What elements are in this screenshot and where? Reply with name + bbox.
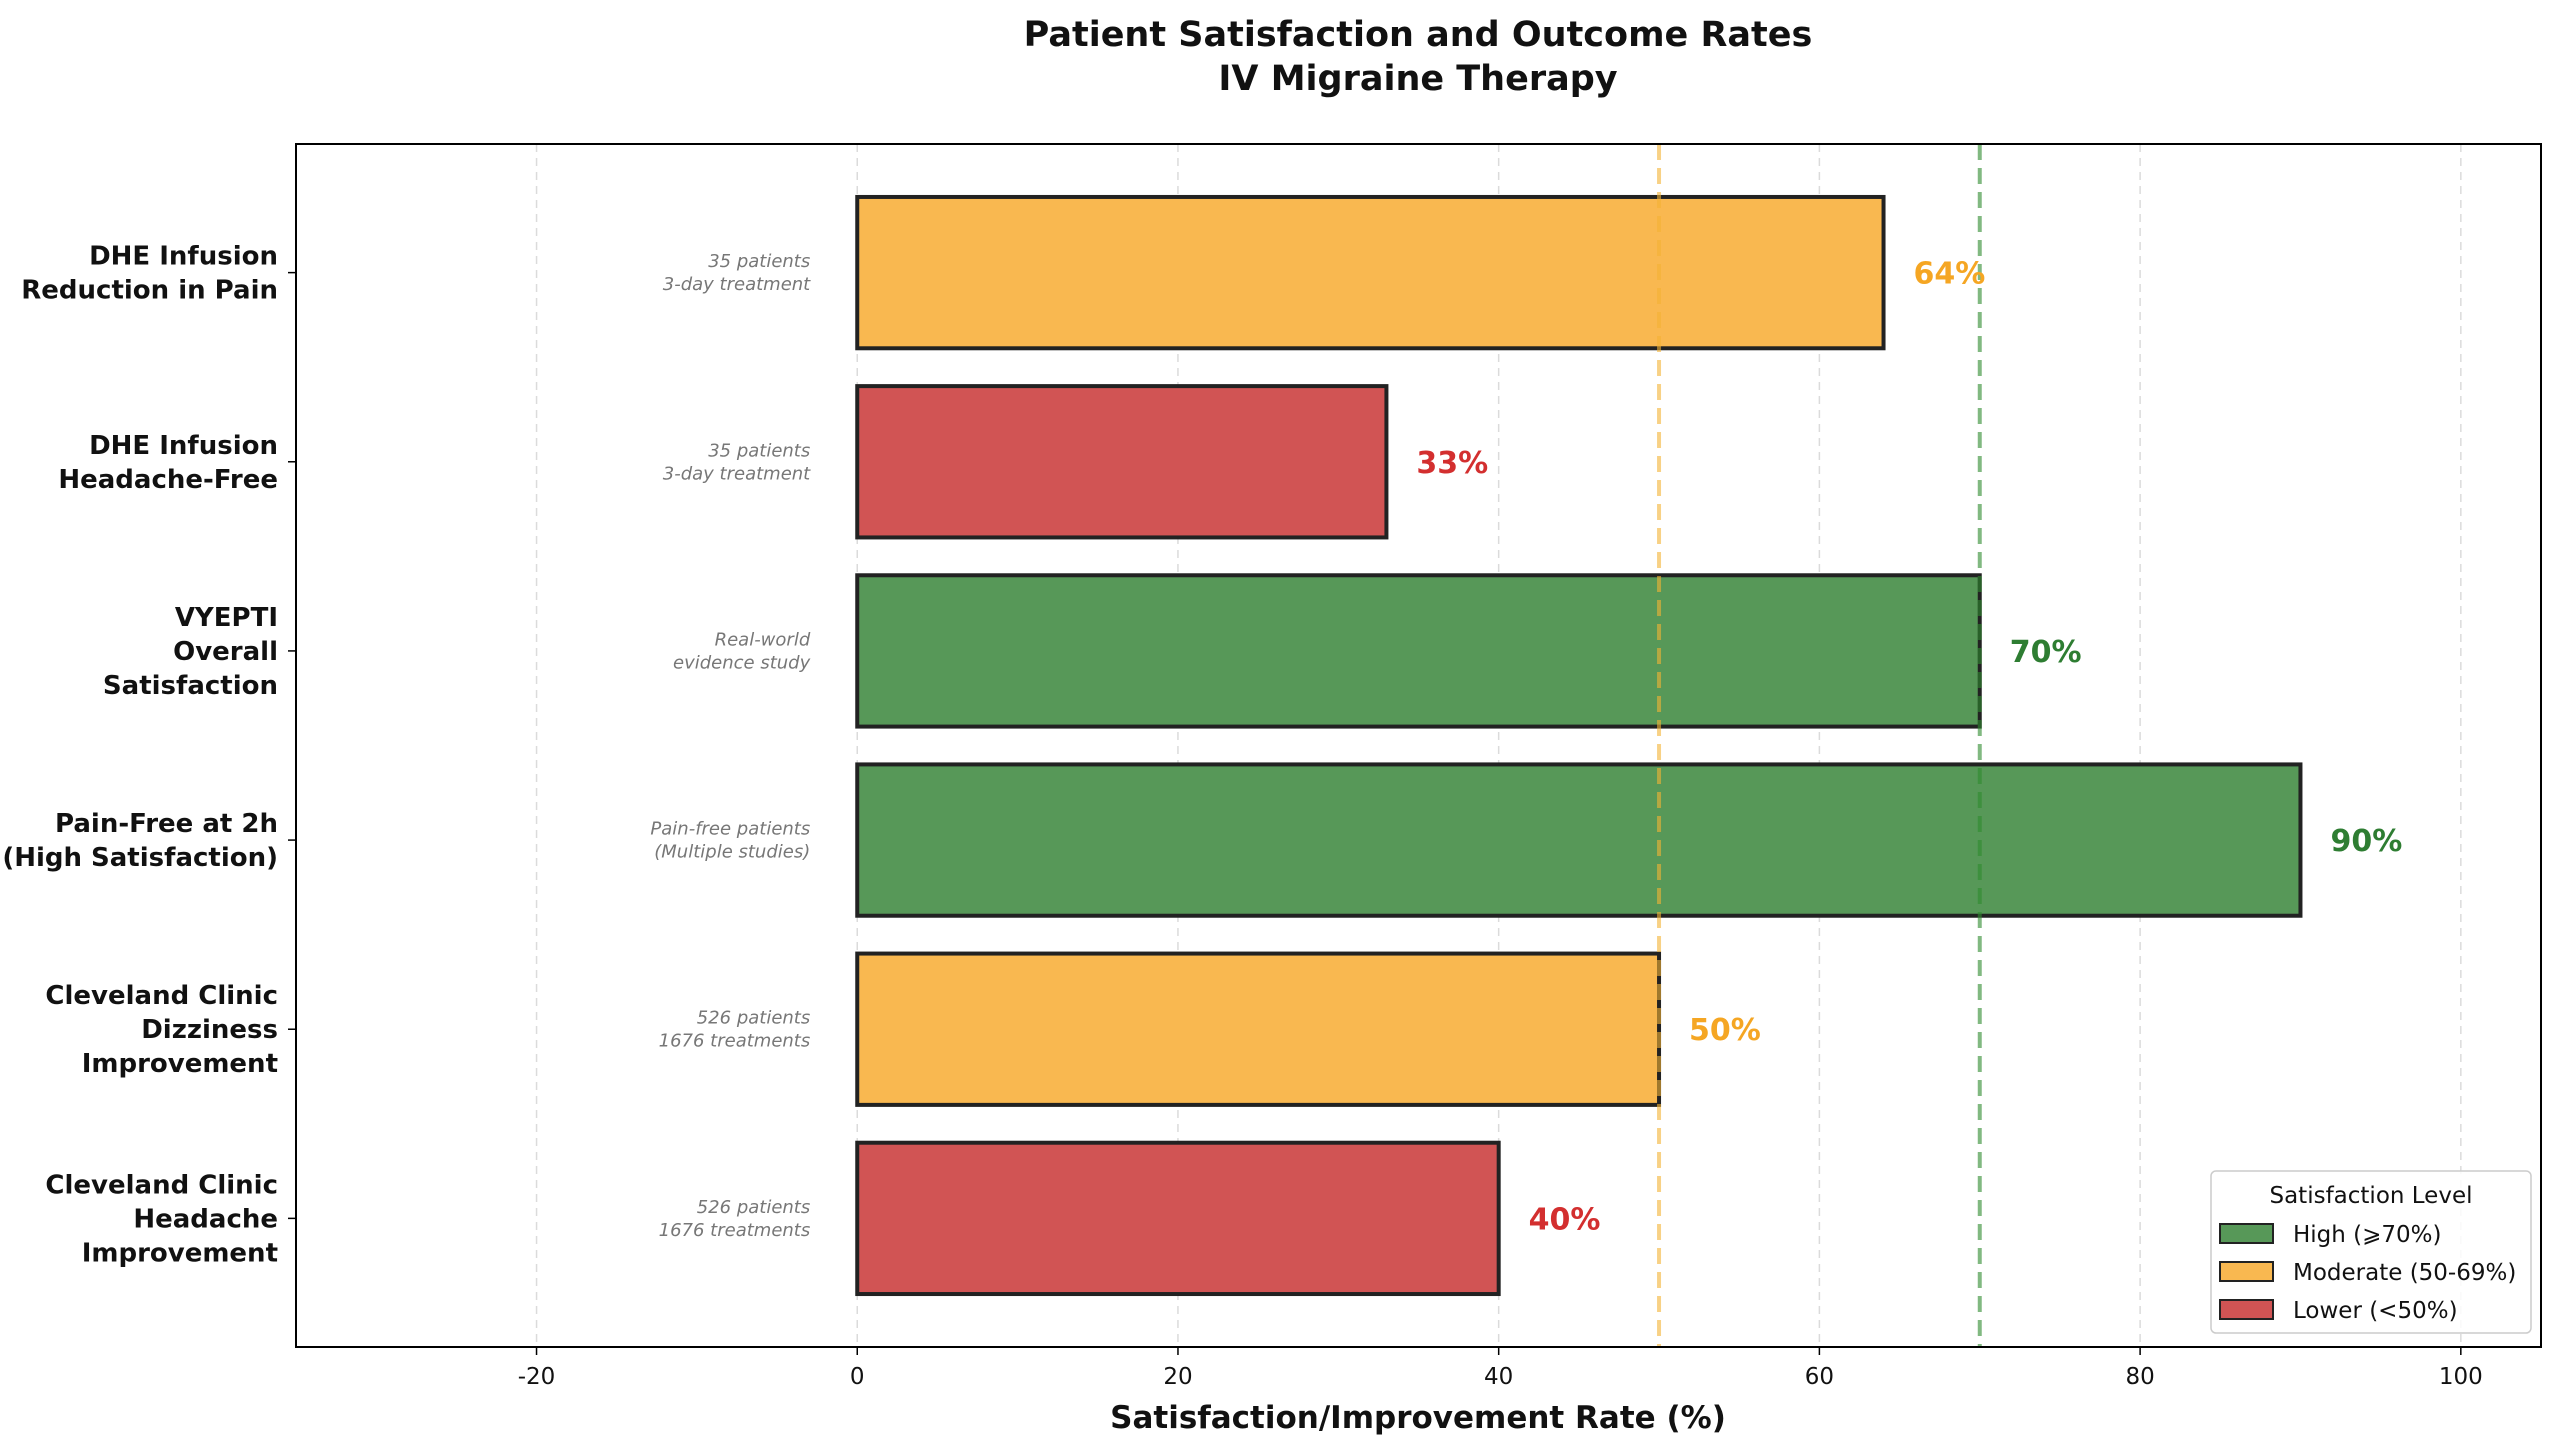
legend-label: Lower (<50%) (2293, 1298, 2458, 1324)
bar (855, 1140, 1501, 1297)
legend-swatch (2219, 1261, 2274, 1282)
bar (855, 762, 2303, 918)
y-tick-label: DHE Infusion Headache-Free (58, 431, 278, 495)
x-axis: -20 0 20 40 60 80 100 (518, 1347, 2483, 1390)
x-axis-label: Satisfaction/Improvement Rate (%) (1110, 1400, 1726, 1436)
bar (855, 194, 1886, 351)
bar-annotation: 526 patients 1676 treatments (659, 1197, 811, 1241)
bar-annotation: Real-world evidence study (673, 629, 811, 673)
legend-box (2210, 1170, 2532, 1334)
y-axis: DHE Infusion Reduction in Pain DHE Infusio… (2, 242, 296, 1268)
value-label: 33% (1416, 446, 1488, 481)
reference-lines (1657, 144, 1982, 1347)
legend-swatch (2219, 1223, 2274, 1244)
bar (855, 573, 1982, 729)
x-tick-label: 40 (1484, 1364, 1513, 1390)
bar-annotation: 35 patients 3-day treatment (663, 440, 811, 484)
value-label: 64% (1914, 257, 1986, 292)
chart-title-line: Patient Satisfaction and Outcome Rates (1024, 15, 1813, 55)
legend-title: Satisfaction Level (2269, 1183, 2472, 1209)
value-label: 40% (1529, 1202, 1601, 1237)
value-label: 50% (1689, 1013, 1761, 1048)
x-tick-label: 20 (1163, 1364, 1192, 1390)
y-tick-label: Pain-Free at 2h (High Satisfaction) (2, 809, 278, 873)
x-tick-label: 80 (2125, 1364, 2154, 1390)
bar-annotation: 35 patients 3-day treatment (663, 251, 811, 295)
legend-label: High (⩾70%) (2293, 1222, 2442, 1248)
y-tick-label: Cleveland Clinic Dizziness Improvement (45, 981, 278, 1079)
y-tick-label: VYEPTI Overall Satisfaction (103, 603, 278, 701)
x-tick-label: -20 (518, 1364, 556, 1390)
chart-title-line: IV Migraine Therapy (1218, 59, 1617, 99)
chart-title: Patient Satisfaction and Outcome RatesIV… (1024, 15, 1813, 99)
value-label: 90% (2330, 824, 2402, 859)
labels: 64% 35 patients 3-day treatment 33% 35 patie… (650, 251, 2402, 1241)
plot-frame (295, 143, 2542, 1348)
y-tick-label: DHE Infusion Reduction in Pain (21, 242, 278, 306)
legend: Satisfaction Level High (⩾70%) Moderate (5… (2210, 1170, 2532, 1334)
x-tick-label: 100 (2439, 1364, 2483, 1390)
bar (855, 384, 1389, 540)
bar-annotation: Pain-free patients (Multiple studies) (650, 819, 810, 863)
y-tick-label: Cleveland Clinic Headache Improvement (45, 1170, 278, 1268)
bar-annotation: 526 patients 1676 treatments (659, 1008, 811, 1052)
x-tick-label: 60 (1805, 1364, 1834, 1390)
x-tick-label: 0 (850, 1364, 865, 1390)
legend-label: Moderate (50-69%) (2293, 1260, 2516, 1286)
value-label: 70% (2010, 635, 2082, 670)
legend-swatch (2219, 1299, 2274, 1320)
bar (855, 951, 1662, 1107)
bars (855, 194, 2303, 1297)
